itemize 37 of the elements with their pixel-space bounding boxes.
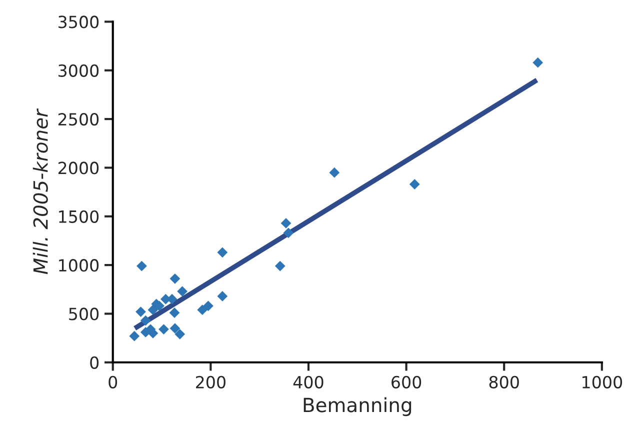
x-tick-label: 200: [196, 376, 226, 388]
point: [136, 306, 146, 317]
x-tick-label: 600: [392, 376, 422, 388]
point: [170, 323, 180, 334]
point: [217, 291, 228, 302]
point: [174, 328, 186, 340]
x-axis-title: Bemanning: [304, 397, 412, 416]
point: [280, 218, 292, 228]
y-axis-title: Mill. 2005-kroner: [32, 108, 48, 274]
point: [329, 167, 340, 178]
point: [148, 304, 158, 316]
point: [170, 273, 180, 284]
point: [274, 260, 286, 272]
point: [177, 286, 188, 297]
point: [140, 315, 151, 326]
point: [283, 228, 294, 238]
point: [129, 330, 140, 342]
x-tick-label: 800: [489, 376, 519, 388]
x-tick-label: 1000: [582, 376, 622, 388]
point: [409, 179, 420, 190]
x-tick-label: 400: [293, 376, 324, 388]
point: [197, 304, 208, 316]
y-tick-label: 1500: [59, 210, 99, 223]
point: [217, 247, 228, 258]
x-tick-label: 0: [108, 376, 118, 388]
y-tick-label: 1000: [59, 259, 99, 272]
point: [169, 308, 180, 318]
y-tick-label: 0: [90, 356, 99, 369]
y-tick-label: 500: [69, 308, 99, 320]
y-tick-label: 2000: [58, 162, 99, 174]
y-tick-label: 3500: [58, 16, 99, 28]
point: [532, 57, 544, 68]
y-tick-label: 3000: [58, 64, 99, 77]
y-tick-label: 2500: [58, 113, 99, 126]
point: [136, 260, 147, 272]
point: [203, 300, 214, 312]
point: [158, 324, 169, 334]
